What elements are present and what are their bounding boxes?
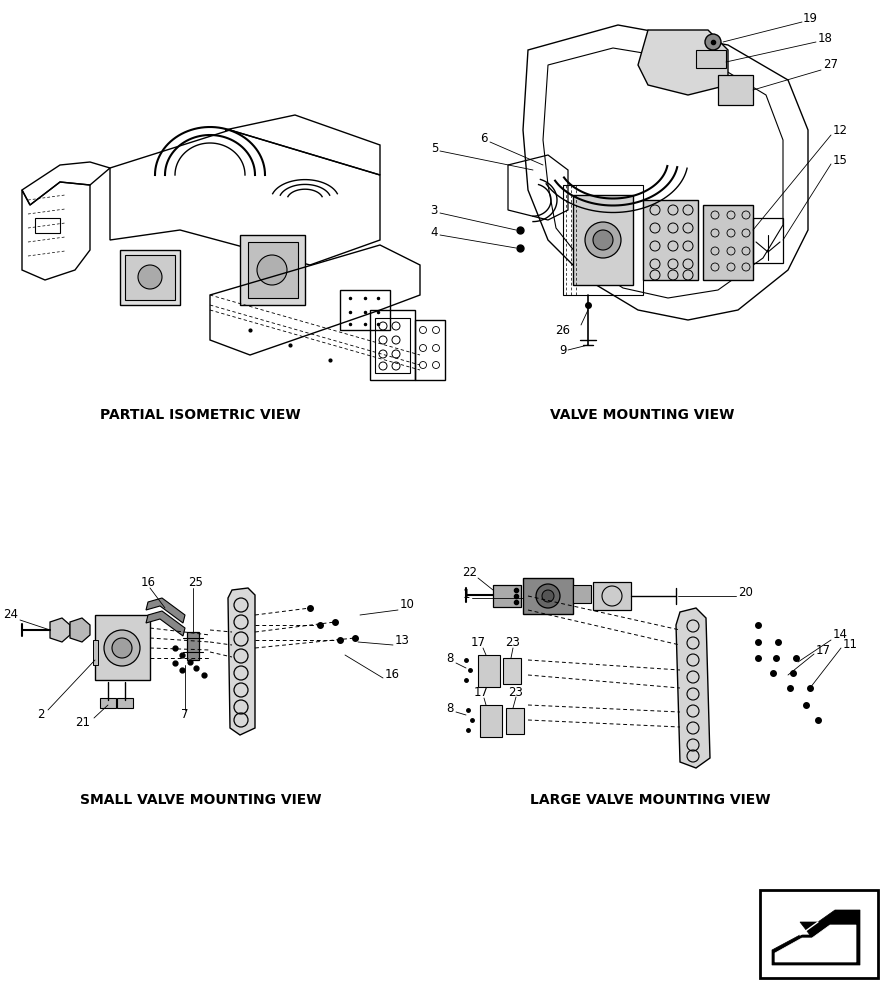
Bar xyxy=(478,655,500,687)
Circle shape xyxy=(542,590,554,602)
Circle shape xyxy=(257,255,287,285)
Text: 9: 9 xyxy=(559,344,567,357)
Text: 14: 14 xyxy=(833,629,848,642)
Text: 17: 17 xyxy=(816,644,831,656)
Text: 19: 19 xyxy=(803,11,818,24)
Bar xyxy=(93,640,98,665)
Text: 4: 4 xyxy=(430,226,438,238)
Bar xyxy=(523,578,573,614)
Bar xyxy=(563,185,643,295)
Polygon shape xyxy=(50,618,70,642)
Text: 8: 8 xyxy=(446,702,454,714)
Text: 8: 8 xyxy=(446,652,454,664)
Circle shape xyxy=(138,265,162,289)
Circle shape xyxy=(104,630,140,666)
Bar xyxy=(573,585,591,603)
Text: 27: 27 xyxy=(823,58,838,72)
Text: 16: 16 xyxy=(385,668,400,682)
Polygon shape xyxy=(70,618,90,642)
Circle shape xyxy=(593,230,613,250)
Bar xyxy=(480,705,502,737)
Bar xyxy=(240,235,305,305)
Bar xyxy=(95,615,150,680)
Text: 16: 16 xyxy=(141,576,156,588)
Bar xyxy=(593,582,631,610)
Bar xyxy=(415,320,445,380)
Text: 11: 11 xyxy=(843,639,858,652)
Text: SMALL VALVE MOUNTING VIEW: SMALL VALVE MOUNTING VIEW xyxy=(80,793,322,807)
Circle shape xyxy=(705,34,721,50)
Text: 5: 5 xyxy=(431,141,438,154)
Bar xyxy=(125,255,175,300)
Polygon shape xyxy=(146,598,185,623)
Text: 2: 2 xyxy=(38,708,45,722)
Text: 10: 10 xyxy=(400,598,415,611)
Circle shape xyxy=(536,584,560,608)
Bar xyxy=(696,50,726,68)
Polygon shape xyxy=(772,910,860,965)
Text: 3: 3 xyxy=(431,204,438,217)
Polygon shape xyxy=(638,30,728,95)
Bar xyxy=(760,890,878,978)
Bar xyxy=(753,218,783,263)
Text: 23: 23 xyxy=(505,636,521,648)
Polygon shape xyxy=(775,925,856,962)
Text: 20: 20 xyxy=(738,585,753,598)
Bar xyxy=(718,75,753,105)
Text: VALVE MOUNTING VIEW: VALVE MOUNTING VIEW xyxy=(550,408,735,422)
Bar xyxy=(703,205,753,280)
Polygon shape xyxy=(676,608,710,768)
Bar xyxy=(187,632,199,660)
Text: 21: 21 xyxy=(75,716,90,728)
Polygon shape xyxy=(228,588,255,735)
Text: 12: 12 xyxy=(833,123,848,136)
Bar xyxy=(117,698,133,708)
Bar xyxy=(643,200,698,280)
Text: 24: 24 xyxy=(3,608,18,621)
Text: 7: 7 xyxy=(181,708,189,722)
Bar xyxy=(370,310,415,380)
Circle shape xyxy=(585,222,621,258)
Bar xyxy=(248,242,298,298)
Polygon shape xyxy=(146,611,185,636)
Text: 15: 15 xyxy=(833,153,848,166)
Bar xyxy=(493,585,521,607)
Text: 23: 23 xyxy=(509,686,523,698)
Text: 26: 26 xyxy=(556,324,571,336)
Text: 17: 17 xyxy=(473,686,488,700)
Bar xyxy=(573,195,633,285)
Text: 22: 22 xyxy=(462,566,478,578)
Bar xyxy=(506,708,524,734)
Text: 17: 17 xyxy=(470,636,486,648)
Circle shape xyxy=(112,638,132,658)
Bar xyxy=(503,658,521,684)
Text: 6: 6 xyxy=(480,131,488,144)
Bar xyxy=(100,698,116,708)
Bar xyxy=(35,218,60,233)
Bar xyxy=(120,250,180,305)
Text: LARGE VALVE MOUNTING VIEW: LARGE VALVE MOUNTING VIEW xyxy=(530,793,771,807)
Text: 18: 18 xyxy=(818,31,833,44)
Text: 13: 13 xyxy=(395,634,409,647)
Bar xyxy=(375,318,410,373)
Text: PARTIAL ISOMETRIC VIEW: PARTIAL ISOMETRIC VIEW xyxy=(100,408,301,422)
Text: 25: 25 xyxy=(188,576,203,588)
Bar xyxy=(340,290,390,330)
Text: 1: 1 xyxy=(462,588,470,601)
